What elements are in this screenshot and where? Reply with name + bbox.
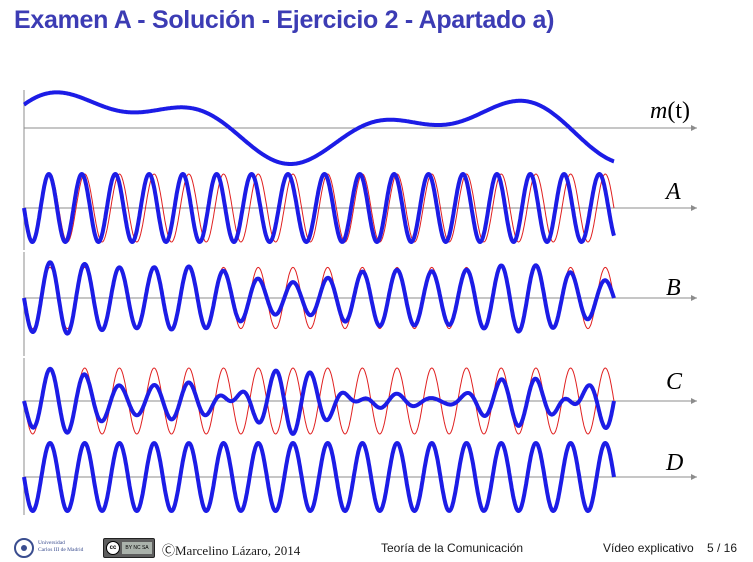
- university-logo: Universidad Carlos III de Madrid: [14, 536, 104, 560]
- slide-title: Examen A - Solución - Ejercicio 2 - Apar…: [14, 6, 555, 34]
- waveform-D: [22, 441, 616, 513]
- signal-A: A: [22, 166, 697, 250]
- label-m: m(t): [650, 98, 690, 124]
- creative-commons-icon: cc BY NC SA: [103, 538, 155, 558]
- label-C: C: [666, 369, 683, 395]
- arrowhead-D: [691, 474, 697, 480]
- waveform-m: [22, 90, 616, 166]
- cc-circle-text: cc: [106, 541, 120, 555]
- waveform-B: [22, 260, 616, 336]
- waveform-C: [22, 366, 616, 436]
- footer-course: Teoría de la Comunicación: [381, 541, 524, 555]
- arrowhead-m: [691, 125, 697, 131]
- signal-B: B: [22, 252, 697, 356]
- signal-m: m(t): [22, 90, 697, 166]
- footer-author: ⒸMarcelino Lázaro, 2014: [162, 543, 301, 558]
- label-B: B: [666, 275, 681, 301]
- footer-video-label: Vídeo explicativo: [603, 541, 694, 555]
- footer: Universidad Carlos III de Madrid cc BY N…: [0, 534, 753, 562]
- cc-strip-text: BY NC SA: [122, 542, 152, 554]
- arrowhead-C: [691, 398, 697, 404]
- signal-C: C: [22, 358, 697, 440]
- label-D: D: [665, 450, 683, 476]
- arrowhead-A: [691, 205, 697, 211]
- signal-D: D: [22, 440, 697, 515]
- label-A: A: [664, 179, 681, 205]
- arrowhead-B: [691, 295, 697, 301]
- waveform-A: [22, 172, 616, 244]
- footer-page-number: 5 / 16: [707, 541, 738, 555]
- university-seal-icon: [14, 538, 34, 558]
- university-line1: Universidad: [38, 540, 65, 546]
- university-line2: Carlos III de Madrid: [38, 546, 84, 553]
